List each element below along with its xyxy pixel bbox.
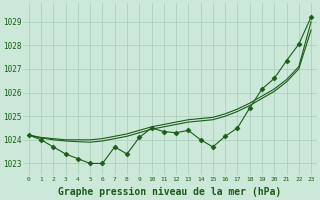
X-axis label: Graphe pression niveau de la mer (hPa): Graphe pression niveau de la mer (hPa) <box>58 187 282 197</box>
